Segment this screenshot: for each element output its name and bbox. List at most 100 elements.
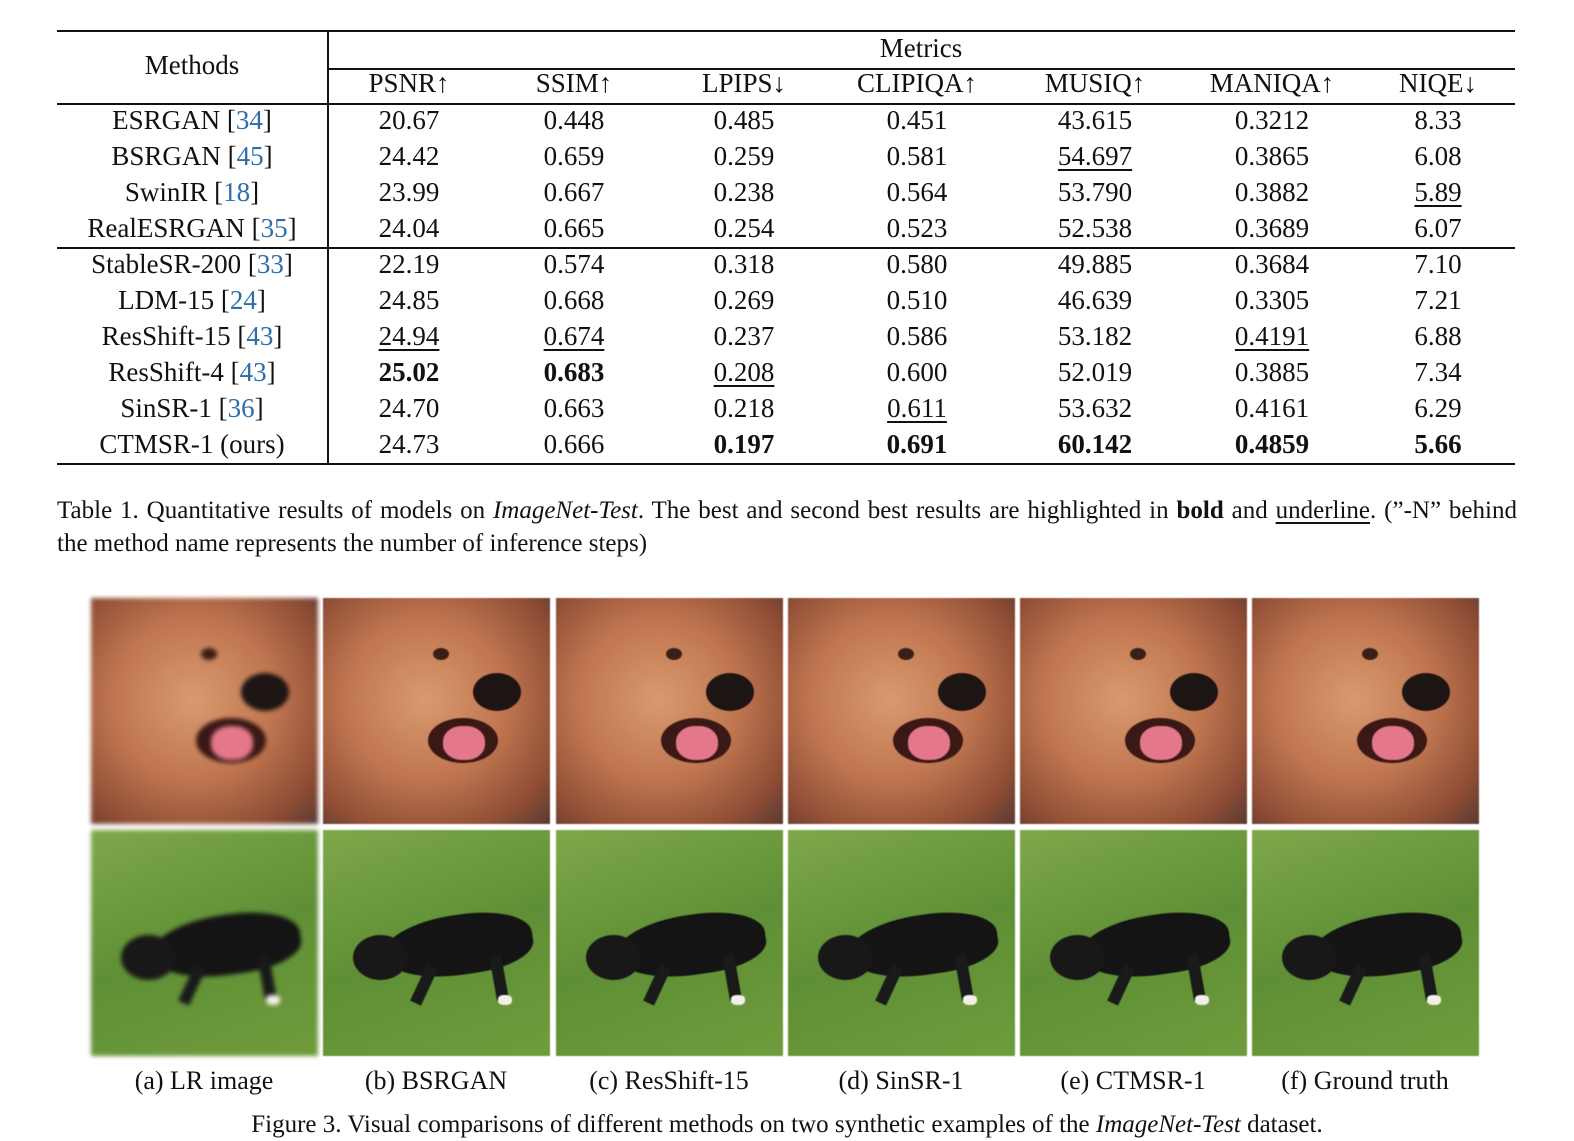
metric-cell: 0.3684 <box>1234 249 1310 279</box>
image-detail <box>963 995 977 1005</box>
metric-cell: 0.683 <box>543 357 605 387</box>
metric-cell: 52.538 <box>1057 213 1133 243</box>
metric-cell: 0.4161 <box>1234 393 1310 423</box>
caption-run: ImageNet-Test <box>1095 1111 1241 1138</box>
header-methods: Methods <box>144 50 240 80</box>
metric-cell: 52.019 <box>1057 357 1133 387</box>
metric-cell: 6.08 <box>1414 141 1462 171</box>
column-header: LPIPS↓ <box>701 68 787 98</box>
metric-cell: 25.02 <box>378 357 440 387</box>
metric-cell: 0.318 <box>713 249 775 279</box>
caption-run: ImageNet-Test <box>492 497 638 524</box>
table-rule <box>328 68 1515 70</box>
metric-cell: 7.10 <box>1414 249 1462 279</box>
caption-run: Table 1. Quantitative results of models … <box>57 497 493 524</box>
image-detail <box>121 935 176 980</box>
citation: 45 <box>236 141 264 171</box>
metric-cell: 0.663 <box>543 393 605 423</box>
metric-cell: 0.218 <box>713 393 775 423</box>
column-header: MUSIQ↑ <box>1044 68 1146 98</box>
method-cell: SwinIR [18] <box>124 177 260 207</box>
column-header: SSIM↑ <box>535 68 613 98</box>
metric-cell: 24.42 <box>378 141 440 171</box>
image-detail <box>201 648 217 660</box>
metric-cell: 0.4191 <box>1234 321 1310 351</box>
metric-cell: 0.3885 <box>1234 357 1310 387</box>
caption-run: underline <box>1275 497 1371 524</box>
metric-cell: 0.3212 <box>1234 105 1310 135</box>
table-rule <box>57 103 1515 105</box>
sample-image <box>1020 598 1247 824</box>
citation: 36 <box>227 393 255 423</box>
metric-cell: 23.99 <box>378 177 440 207</box>
image-detail <box>898 648 914 660</box>
image-detail <box>938 673 986 711</box>
metric-cell: 24.73 <box>378 429 440 459</box>
metric-cell: 0.691 <box>886 429 948 459</box>
metric-cell: 0.3882 <box>1234 177 1310 207</box>
image-detail <box>433 648 449 660</box>
caption-run: bold <box>1176 497 1224 524</box>
metric-cell: 54.697 <box>1057 141 1133 171</box>
sample-image <box>91 598 318 824</box>
metric-cell: 0.238 <box>713 177 775 207</box>
panel-label: (a) LR image <box>134 1066 274 1095</box>
method-cell: LDM-15 [24] <box>118 285 266 315</box>
metric-cell: 53.632 <box>1057 393 1133 423</box>
caption-run: dataset. <box>1240 1111 1323 1138</box>
image-detail <box>473 673 521 711</box>
metric-cell: 0.237 <box>713 321 775 351</box>
panel-label: (f) Ground truth <box>1281 1066 1449 1095</box>
metric-cell: 0.448 <box>543 105 605 135</box>
metric-cell: 0.659 <box>543 141 605 171</box>
image-detail <box>1282 935 1337 980</box>
metric-cell: 0.510 <box>886 285 948 315</box>
metric-cell: 0.523 <box>886 213 948 243</box>
image-detail <box>241 673 289 711</box>
panel-label: (b) BSRGAN <box>364 1066 508 1095</box>
column-header: MANIQA↑ <box>1209 68 1335 98</box>
image-detail <box>1170 673 1218 711</box>
sample-image <box>556 598 783 824</box>
metric-cell: 60.142 <box>1057 429 1133 459</box>
image-detail <box>1050 935 1105 980</box>
metric-cell: 0.611 <box>887 393 947 423</box>
sample-image <box>788 830 1015 1056</box>
table-rule <box>57 247 1515 249</box>
metric-cell: 43.615 <box>1057 105 1133 135</box>
method-cell: BSRGAN [45] <box>111 141 273 171</box>
caption-run: Figure 3. Visual comparisons of differen… <box>251 1111 1096 1138</box>
method-cell: ResShift-15 [43] <box>101 321 283 351</box>
image-detail <box>211 726 253 760</box>
metric-cell: 0.269 <box>713 285 775 315</box>
metric-cell: 0.485 <box>713 105 775 135</box>
image-detail <box>1427 995 1441 1005</box>
citation: 24 <box>229 285 257 315</box>
metric-cell: 0.665 <box>543 213 605 243</box>
image-detail <box>1372 726 1414 760</box>
metric-cell: 46.639 <box>1057 285 1133 315</box>
sample-image <box>1252 598 1479 824</box>
metric-cell: 49.885 <box>1057 249 1133 279</box>
metric-cell: 0.208 <box>713 357 775 387</box>
method-cell: RealESRGAN [35] <box>87 213 297 243</box>
metric-cell: 22.19 <box>378 249 440 279</box>
metric-cell: 0.574 <box>543 249 605 279</box>
panel-label: (e) CTMSR-1 <box>1060 1066 1206 1095</box>
metric-cell: 0.3865 <box>1234 141 1310 171</box>
sample-image <box>556 830 783 1056</box>
sample-image <box>1252 830 1479 1056</box>
metric-cell: 6.88 <box>1414 321 1462 351</box>
image-detail <box>731 995 745 1005</box>
column-header: NIQE↓ <box>1399 68 1477 98</box>
table-divider <box>327 31 329 465</box>
table-rule <box>57 30 1515 32</box>
sample-image <box>1020 830 1247 1056</box>
sample-image <box>323 830 550 1056</box>
image-detail <box>1140 726 1182 760</box>
table-caption: Table 1. Quantitative results of models … <box>57 494 1517 560</box>
metric-cell: 0.4859 <box>1234 429 1310 459</box>
method-cell: ResShift-4 [43] <box>108 357 276 387</box>
column-header: PSNR↑ <box>368 68 450 98</box>
